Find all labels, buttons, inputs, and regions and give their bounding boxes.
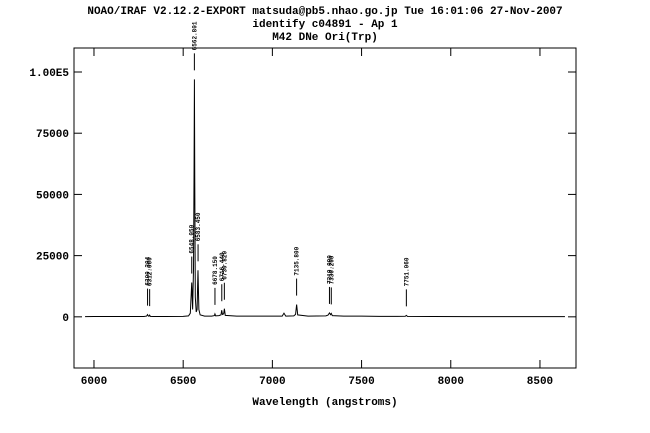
y-tick-label: 50000	[36, 190, 69, 202]
x-tick-label: 6000	[81, 376, 107, 388]
y-tick-label: 0	[62, 313, 69, 325]
x-tick-label: 6500	[170, 376, 196, 388]
spectrum-line	[85, 79, 565, 318]
x-tick-label: 7000	[259, 376, 285, 388]
line-id-label: 6300.304	[145, 256, 152, 285]
x-tick-label: 8500	[527, 376, 553, 388]
chart-title: NOAO/IRAF V2.12.2-EXPORT matsuda@pb5.nha…	[87, 6, 562, 18]
plot-frame	[73, 47, 577, 369]
y-tick-label: 75000	[36, 129, 69, 141]
line-id-label: 6312.060	[147, 257, 154, 286]
line-id-label: 6548.050	[189, 224, 196, 253]
line-id-label: 7319.990	[326, 255, 333, 284]
line-id-label: 7135.800	[294, 246, 301, 275]
y-tick-label: 1.00E5	[29, 68, 69, 80]
x-tick-label: 8000	[438, 376, 464, 388]
x-tick-label: 7500	[348, 376, 374, 388]
y-tick-label: 25000	[36, 252, 69, 264]
line-id-label: 6730.820	[221, 251, 228, 280]
object-name: M42 DNe Ori(Trp)	[272, 32, 378, 44]
line-id-label: 6716.440	[219, 252, 226, 281]
line-id-label: 6562.801	[191, 21, 198, 50]
line-id-label: 6678.150	[212, 256, 219, 285]
chart-subtitle: identify c04891 - Ap 1	[252, 19, 398, 31]
x-axis-label: Wavelength (angstroms)	[252, 397, 397, 409]
line-id-label: 7330.200	[328, 255, 335, 284]
line-id-label: 6583.450	[195, 212, 202, 241]
line-id-label: 7751.060	[403, 257, 410, 286]
